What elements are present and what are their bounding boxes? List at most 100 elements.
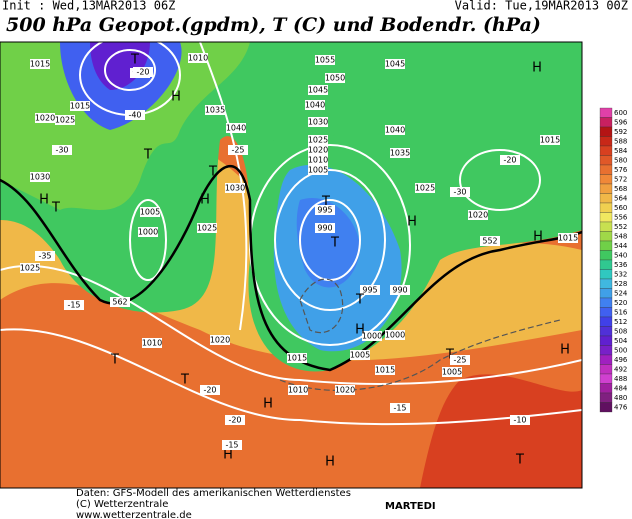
map-value-label: 1015	[70, 102, 90, 111]
init-time: Init : Wed,13MAR2013 06Z	[2, 0, 175, 13]
label-box	[362, 331, 382, 341]
label-box	[133, 67, 153, 77]
legend-swatch	[599, 316, 613, 327]
map-value-label: 1045	[385, 60, 405, 69]
label-box	[308, 117, 328, 127]
map-pressure-symbol: T	[180, 373, 189, 388]
legend-label: 548	[614, 232, 627, 240]
legend-label: 572	[614, 175, 627, 183]
map-pressure-symbol: H	[407, 215, 417, 230]
map-value-label: 1000	[138, 228, 158, 237]
map-value-label: -15	[225, 441, 238, 450]
map-value-label: 1025	[308, 136, 328, 145]
legend-label: 536	[614, 261, 628, 269]
label-box	[70, 101, 90, 111]
label-box	[197, 223, 217, 233]
label-box	[540, 135, 560, 145]
label-box	[350, 350, 370, 360]
map-value-label: -20	[136, 68, 149, 77]
legend-label: 552	[614, 223, 627, 231]
legend-swatch	[599, 383, 613, 394]
label-box	[35, 113, 55, 123]
legend-label: 568	[614, 185, 627, 193]
map-value-label: 552	[482, 237, 497, 246]
map-title: 500 hPa Geopot.(gpdm), T (C) und Bodendr…	[6, 14, 541, 36]
label-box	[390, 285, 410, 295]
label-box	[225, 183, 245, 193]
zone	[296, 198, 360, 288]
legend-swatch	[599, 288, 613, 299]
map-pressure-symbol: T	[51, 201, 60, 216]
map-pressure-symbol: T	[110, 353, 119, 368]
map-value-label: 562	[112, 298, 127, 307]
map-value-label: 1020	[35, 114, 55, 123]
legend-label: 592	[614, 128, 627, 136]
label-box	[305, 100, 325, 110]
label-box	[140, 207, 160, 217]
footer-day: MARTEDI	[385, 501, 436, 512]
map-value-label: 1020	[468, 211, 488, 220]
legend-swatch	[599, 107, 613, 118]
label-box	[205, 105, 225, 115]
map-frame	[0, 41, 583, 489]
label-box	[385, 330, 405, 340]
map-pressure-symbol: H	[533, 230, 543, 245]
map-pressure-symbol: T	[208, 165, 217, 180]
label-box	[450, 355, 470, 365]
legend-swatch	[599, 164, 613, 175]
legend-label: 496	[614, 356, 628, 364]
label-box	[35, 251, 55, 261]
legend-label: 588	[614, 137, 627, 145]
legend-swatch	[599, 117, 613, 128]
label-box	[308, 165, 328, 175]
map-value-label: -25	[453, 356, 466, 365]
label-box	[468, 210, 488, 220]
label-box	[64, 300, 84, 310]
label-box	[222, 440, 242, 450]
label-box	[225, 415, 245, 425]
legend-swatch	[599, 126, 613, 137]
legend-swatch	[599, 335, 613, 346]
legend-swatch	[599, 354, 613, 365]
legend-swatch	[599, 392, 613, 403]
map-value-label: -25	[231, 146, 244, 155]
map-value-label: 1025	[197, 224, 217, 233]
legend-label: 528	[614, 280, 627, 288]
legend-swatch	[599, 193, 613, 204]
legend-swatch	[599, 183, 613, 194]
legend-label: 596	[614, 118, 628, 126]
label-box	[308, 155, 328, 165]
label-box	[308, 145, 328, 155]
footer-url: www.wetterzentrale.de	[76, 510, 192, 519]
map-value-label: -30	[55, 146, 68, 155]
map-value-label: 1015	[287, 354, 307, 363]
legend-swatch	[599, 221, 613, 232]
legend-label: 576	[614, 166, 628, 174]
map-value-label: 1035	[390, 149, 410, 158]
legend-swatch	[599, 155, 613, 166]
map-pressure-symbol: H	[171, 90, 181, 105]
legend-swatch	[599, 307, 613, 318]
map-value-label: -15	[393, 404, 406, 413]
label-box	[335, 385, 355, 395]
legend-label: 524	[614, 289, 628, 297]
map-value-label: 1010	[308, 156, 328, 165]
map-value-label: 1015	[30, 60, 50, 69]
map-value-label: 1055	[315, 56, 335, 65]
map-value-label: -15	[67, 301, 80, 310]
label-box	[390, 403, 410, 413]
map-value-label: 1040	[305, 101, 325, 110]
map-value-label: 1020	[210, 336, 230, 345]
map-pressure-symbol: H	[560, 343, 570, 358]
map-pressure-symbol: H	[532, 61, 542, 76]
legend-swatch	[599, 373, 613, 384]
label-box	[315, 205, 335, 215]
map-value-label: -30	[453, 188, 466, 197]
map-value-label: 1045	[308, 86, 328, 95]
legend-swatch	[599, 240, 613, 251]
legend-label: 520	[614, 299, 627, 307]
label-box	[450, 187, 470, 197]
label-box	[110, 297, 130, 307]
